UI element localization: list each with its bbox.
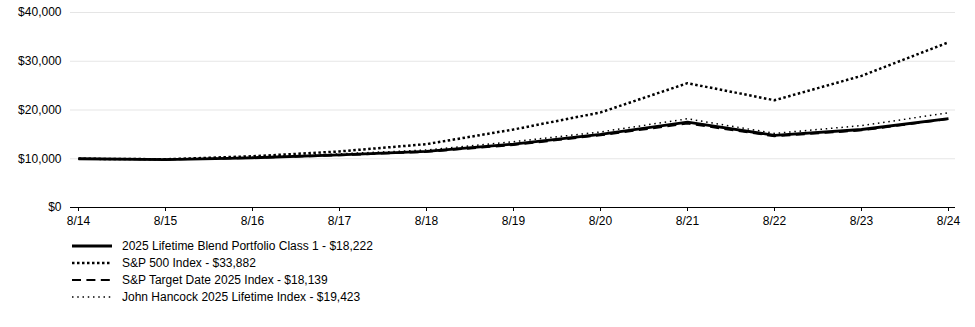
svg-text:$0: $0	[48, 200, 62, 214]
html-text:S&P 500 Index - $33,882: S&P 500 Index - $33,882	[122, 256, 256, 270]
svg-text:8/17: 8/17	[328, 214, 352, 228]
svg-text:$30,000: $30,000	[18, 54, 62, 68]
svg-text:8/22: 8/22	[763, 214, 787, 228]
svg-text:8/24: 8/24	[937, 214, 961, 228]
html-text:2025 Lifetime Blend Portfolio: 2025 Lifetime Blend Portfolio Class 1 - …	[122, 239, 373, 253]
svg-text:8/18: 8/18	[415, 214, 439, 228]
svg-text:8/20: 8/20	[589, 214, 613, 228]
html-text:John Hancock 2025 Lifetime Ind: John Hancock 2025 Lifetime Index - $19,4…	[122, 290, 361, 304]
svg-text:$20,000: $20,000	[18, 103, 62, 117]
html-text:S&P Target Date 2025 Index - $: S&P Target Date 2025 Index - $18,139	[122, 273, 328, 287]
svg-text:8/23: 8/23	[850, 214, 874, 228]
svg-text:8/16: 8/16	[241, 214, 265, 228]
svg-text:8/21: 8/21	[676, 214, 700, 228]
svg-text:8/14: 8/14	[67, 214, 91, 228]
svg-text:$10,000: $10,000	[18, 152, 62, 166]
svg-text:$40,000: $40,000	[18, 5, 62, 19]
svg-text:8/19: 8/19	[502, 214, 526, 228]
svg-text:8/15: 8/15	[154, 214, 178, 228]
